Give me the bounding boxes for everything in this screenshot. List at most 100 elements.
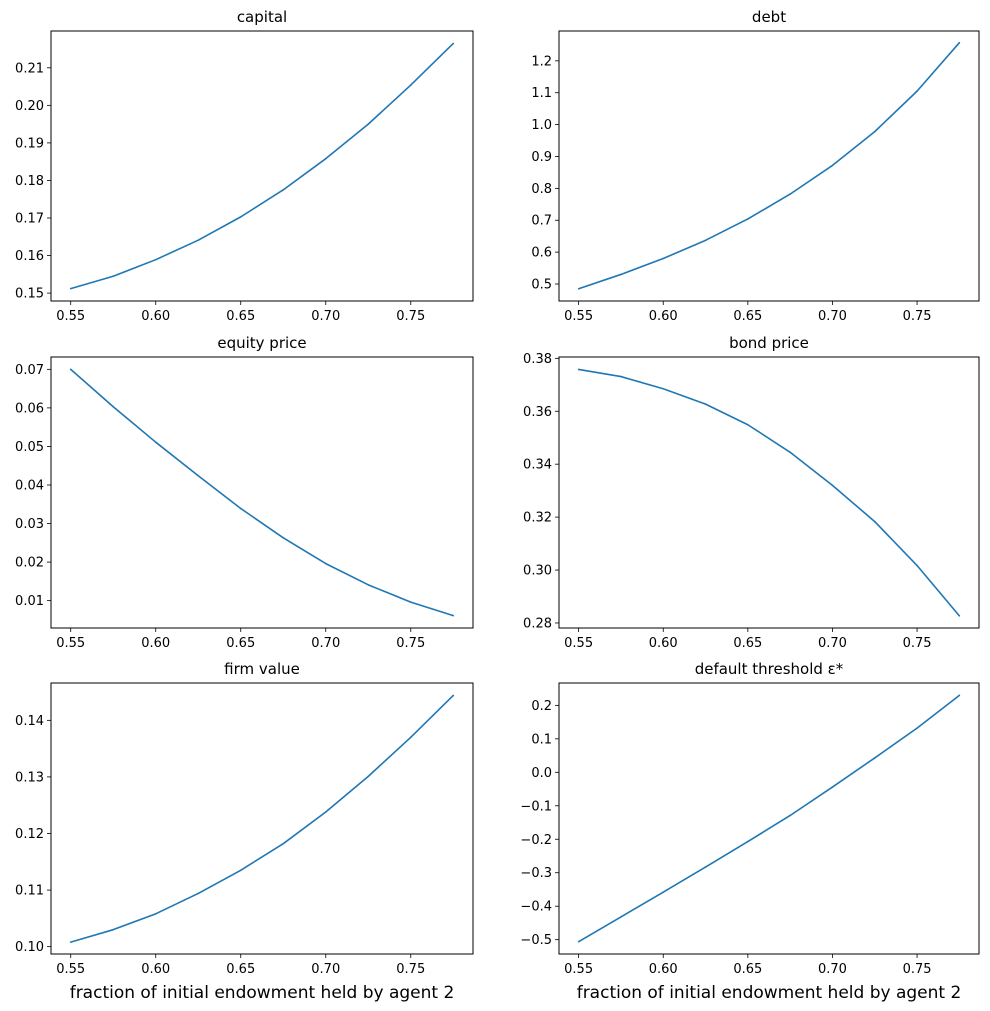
panel-equity-price: equity price 0.55 0.60 0.65 0.70 0.75 0.01 0.0… xyxy=(15,334,474,651)
x-tick-label: 0.75 xyxy=(396,636,425,651)
y-tick-label: 0.11 xyxy=(15,884,44,899)
data-point xyxy=(409,601,412,603)
panel-firm-value: firm value 0.55 0.60 0.65 0.70 0.75 0.10 0.11 0… xyxy=(15,660,474,1003)
y-tick-label: 1.2 xyxy=(531,54,552,69)
x-tick-label: 0.60 xyxy=(649,962,678,977)
x-tick-label: 0.70 xyxy=(311,309,340,324)
data-point xyxy=(112,928,115,931)
data-point xyxy=(324,811,327,813)
data-point xyxy=(409,736,412,739)
y-tick-label: 0.2 xyxy=(531,699,552,714)
x-tick-label: 0.70 xyxy=(311,962,340,977)
data-point xyxy=(577,368,580,371)
axes-frame xyxy=(558,682,980,955)
y-tick-label: 0.06 xyxy=(15,401,44,416)
data-point xyxy=(747,423,749,426)
series-line-equity-price xyxy=(70,368,454,617)
data-point xyxy=(789,451,791,454)
y-tick-label: 0.05 xyxy=(15,440,44,455)
y-tick-label: 0.12 xyxy=(15,827,44,842)
panel-title: default threshold ε* xyxy=(695,660,844,678)
y-tick-label: 0.34 xyxy=(523,458,552,473)
data-point xyxy=(367,775,370,778)
data-point xyxy=(282,189,285,191)
data-point xyxy=(452,694,455,697)
y-tick-label: 0.03 xyxy=(15,517,44,532)
x-tick-label: 0.65 xyxy=(733,309,762,324)
y-tick-label: 0.10 xyxy=(15,940,44,955)
x-tick-label: 0.70 xyxy=(311,636,340,651)
series-line-debt xyxy=(578,42,960,290)
axes-frame xyxy=(50,682,474,955)
x-tick-label: 0.60 xyxy=(141,636,170,651)
data-point xyxy=(620,375,622,378)
axes-frame xyxy=(50,356,474,629)
data-point xyxy=(704,239,707,242)
data-point xyxy=(282,536,285,539)
x-tick-label: 0.55 xyxy=(56,962,85,977)
y-tick-label: 0.14 xyxy=(15,714,44,729)
data-point xyxy=(831,164,834,167)
x-tick-label: 0.55 xyxy=(56,636,85,651)
y-tick-label: 0.32 xyxy=(523,511,552,526)
data-point xyxy=(367,123,370,125)
data-point xyxy=(916,727,918,729)
y-tick-label: 0.20 xyxy=(15,99,44,114)
y-tick-label: 0.8 xyxy=(531,182,552,197)
y-tick-label: −0.2 xyxy=(520,833,552,848)
y-tick-label: 0.17 xyxy=(15,212,44,227)
y-tick-label: 0.13 xyxy=(15,770,44,785)
data-point xyxy=(239,869,242,872)
data-point xyxy=(747,840,749,843)
x-axis-label: fraction of initial endowment held by ag… xyxy=(70,983,455,1003)
data-point xyxy=(577,287,580,290)
data-point xyxy=(239,216,242,218)
y-tick-label: 0.01 xyxy=(15,594,44,609)
data-point xyxy=(197,239,200,241)
y-tick-label: 0.02 xyxy=(15,556,44,571)
x-tick-label: 0.60 xyxy=(649,636,678,651)
data-point xyxy=(324,562,327,565)
x-tick-label: 0.60 xyxy=(141,962,170,977)
data-point xyxy=(916,90,918,92)
x-tick-label: 0.65 xyxy=(226,636,255,651)
data-point xyxy=(367,584,370,586)
series-line-firm-value xyxy=(70,694,454,943)
data-point xyxy=(324,157,327,160)
x-tick-label: 0.60 xyxy=(141,309,170,324)
x-tick-label: 0.65 xyxy=(733,636,762,651)
x-tick-label: 0.55 xyxy=(564,962,593,977)
y-tick-label: −0.3 xyxy=(520,866,552,881)
panel-title: debt xyxy=(752,8,786,26)
data-point xyxy=(452,42,455,45)
data-point xyxy=(282,842,285,845)
y-tick-label: 1.0 xyxy=(531,118,552,133)
data-point xyxy=(704,866,707,868)
data-point xyxy=(69,287,72,290)
panel-default-threshold: default threshold ε* 0.55 0.60 0.65 0.70 0.7… xyxy=(520,660,980,1003)
data-point xyxy=(662,891,665,893)
x-tick-label: 0.75 xyxy=(396,309,425,324)
y-tick-label: 0.07 xyxy=(15,363,44,378)
x-tick-label: 0.55 xyxy=(56,309,85,324)
y-tick-label: −0.5 xyxy=(520,933,552,948)
data-point xyxy=(112,275,115,278)
axes-frame xyxy=(558,356,980,629)
x-axis-label: fraction of initial endowment held by ag… xyxy=(577,983,962,1003)
data-point xyxy=(662,387,665,390)
y-tick-label: 0.19 xyxy=(15,136,44,151)
data-point xyxy=(873,520,876,523)
y-tick-label: 0.04 xyxy=(15,478,44,493)
data-point xyxy=(789,814,791,817)
y-tick-label: 0.9 xyxy=(531,150,552,165)
data-point xyxy=(69,368,72,371)
data-point xyxy=(620,273,622,276)
data-point xyxy=(916,564,918,567)
series-line-bond-price xyxy=(578,368,960,617)
panel-title: firm value xyxy=(224,660,300,678)
data-point xyxy=(197,474,200,477)
data-point xyxy=(958,694,961,697)
x-tick-label: 0.65 xyxy=(733,962,762,977)
data-point xyxy=(704,403,707,405)
data-point xyxy=(69,941,72,943)
